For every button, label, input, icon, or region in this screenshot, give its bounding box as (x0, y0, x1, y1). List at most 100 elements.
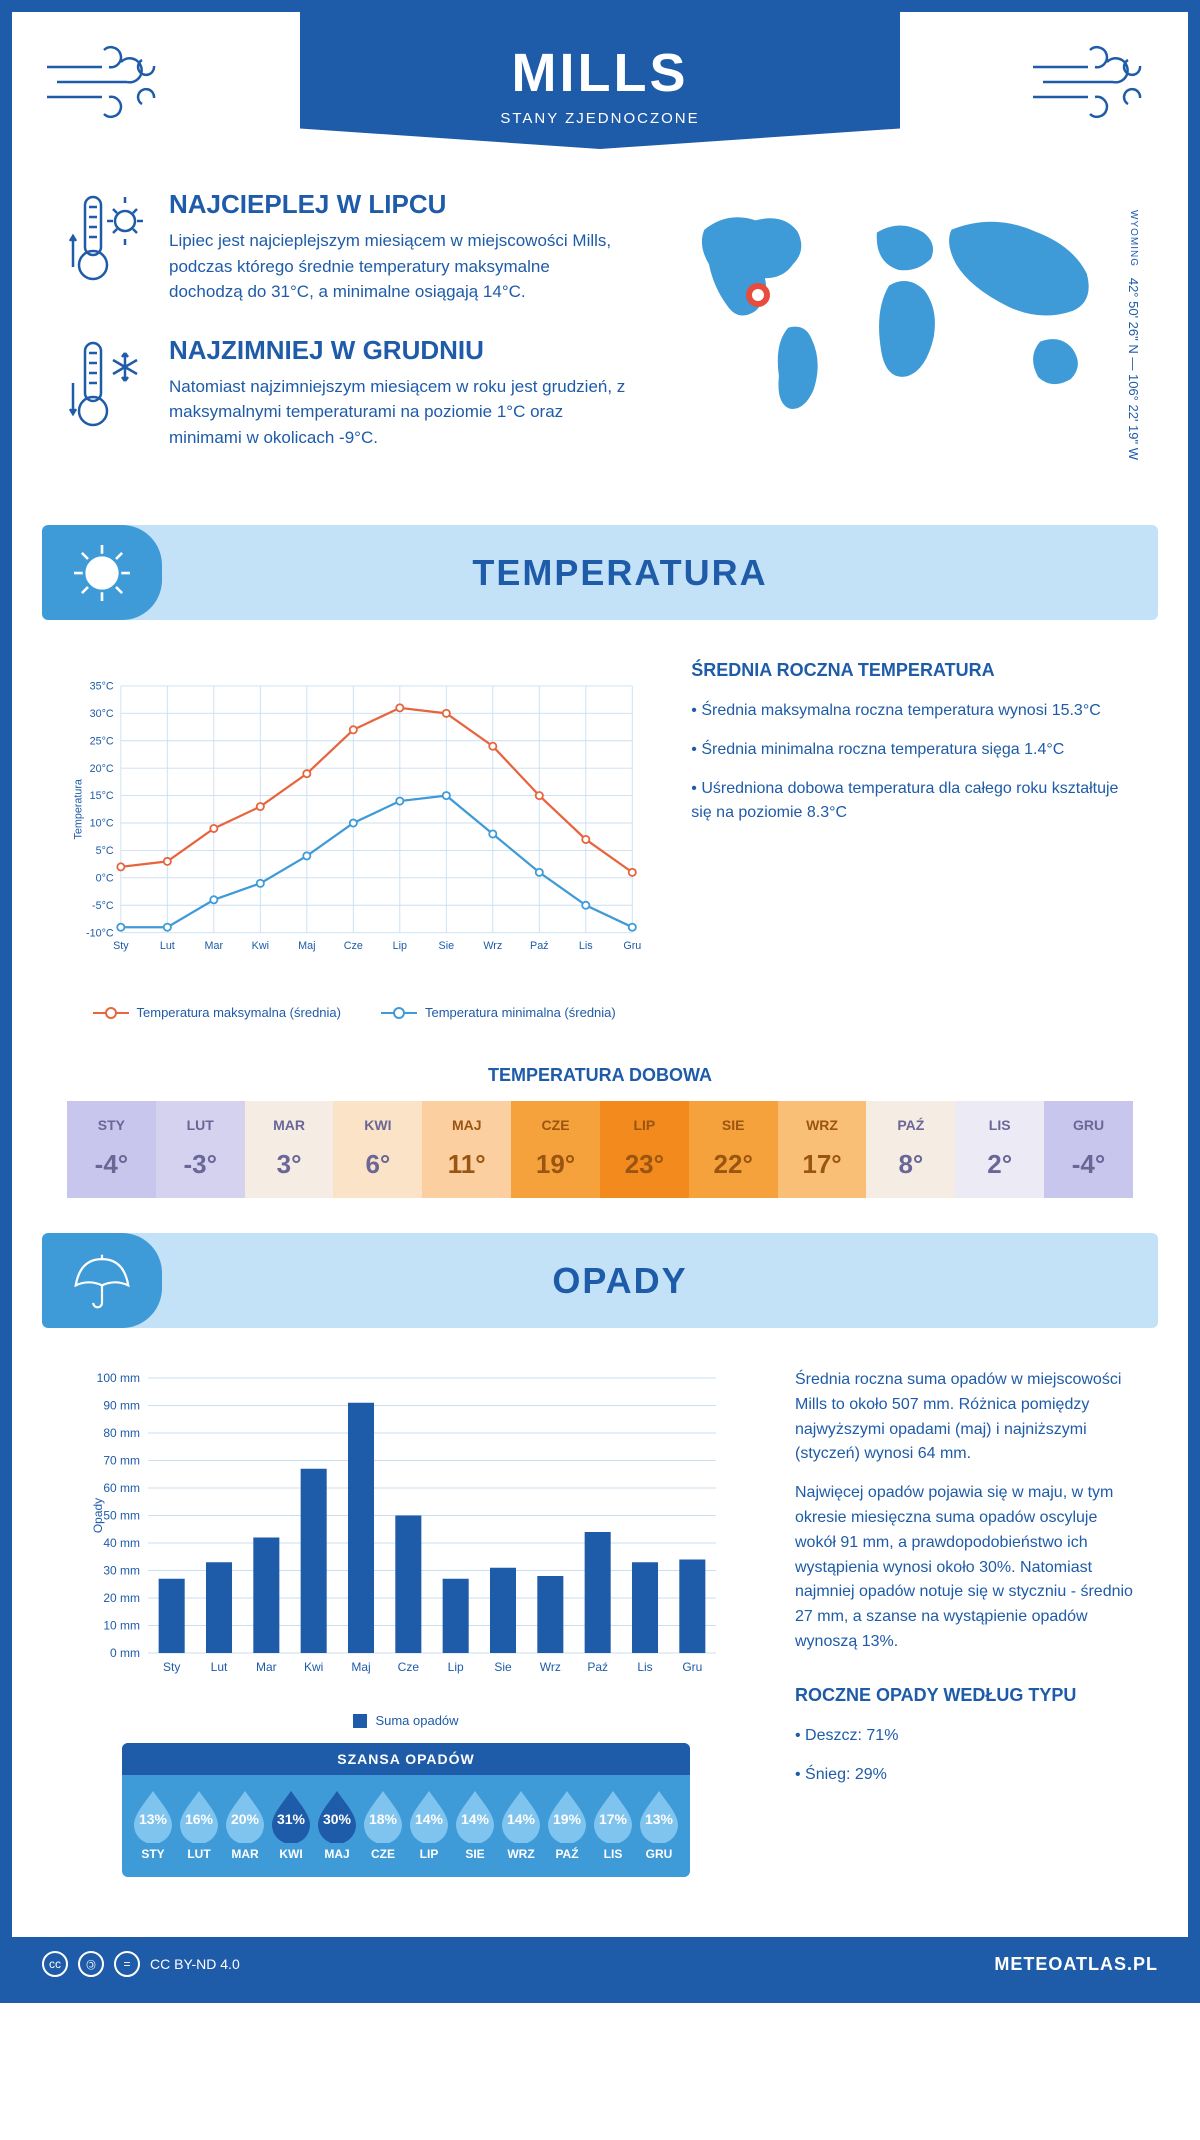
chance-drop-cell: 16%LUT (176, 1787, 222, 1861)
svg-text:Lis: Lis (579, 940, 593, 952)
precipitation-bar-chart: 0 mm 10 mm 20 mm 30 mm 40 mm 50 mm 60 mm 70 mm 8… (67, 1368, 745, 1698)
header-banner: MILLS STANY ZJEDNOCZONE (300, 12, 900, 149)
sun-icon (42, 525, 162, 620)
svg-text:60 mm: 60 mm (103, 1481, 140, 1495)
svg-text:Cze: Cze (398, 1660, 420, 1674)
nd-icon: = (114, 1951, 140, 1977)
precip-type-heading: ROCZNE OPADY WEDŁUG TYPU (795, 1685, 1133, 1706)
svg-text:15°C: 15°C (90, 790, 114, 802)
precip-paragraph: Średnia roczna suma opadów w miejscowośc… (795, 1368, 1133, 1467)
thermometer-cold-icon (67, 335, 147, 435)
chance-drop-cell: 17%LIS (590, 1787, 636, 1861)
svg-text:90 mm: 90 mm (103, 1399, 140, 1413)
temp-month-cell: LIS2° (955, 1101, 1044, 1198)
temp-summary-heading: ŚREDNIA ROCZNA TEMPERATURA (691, 660, 1133, 681)
legend-item: Temperatura minimalna (średnia) (381, 1005, 616, 1020)
fact-cold-title: NAJZIMNIEJ W GRUDNIU (169, 335, 627, 366)
svg-text:100 mm: 100 mm (97, 1371, 140, 1385)
chance-drop-cell: 18%CZE (360, 1787, 406, 1861)
svg-text:70 mm: 70 mm (103, 1454, 140, 1468)
svg-text:20°C: 20°C (90, 763, 114, 775)
svg-text:0°C: 0°C (96, 872, 114, 884)
daily-temp-title: TEMPERATURA DOBOWA (12, 1065, 1188, 1086)
svg-text:Paź: Paź (587, 1660, 608, 1674)
chance-drop-cell: 14%WRZ (498, 1787, 544, 1861)
chance-drop-cell: 13%STY (130, 1787, 176, 1861)
precipitation-chart-legend: Suma opadów (67, 1713, 745, 1728)
chance-drop-cell: 14%LIP (406, 1787, 452, 1861)
svg-text:Lip: Lip (393, 940, 407, 952)
svg-text:10 mm: 10 mm (103, 1619, 140, 1633)
fact-coldest: NAJZIMNIEJ W GRUDNIU Natomiast najzimnie… (67, 335, 627, 451)
svg-text:80 mm: 80 mm (103, 1426, 140, 1440)
svg-text:Kwi: Kwi (304, 1660, 323, 1674)
temp-month-cell: LUT-3° (156, 1101, 245, 1198)
svg-text:Opady: Opady (91, 1498, 105, 1533)
wind-decoration-icon (1023, 32, 1163, 132)
svg-text:Lut: Lut (211, 1660, 228, 1674)
precipitation-chance-panel: SZANSA OPADÓW 13%STY16%LUT20%MAR31%KWI30… (122, 1743, 690, 1877)
chance-drop-cell: 19%PAŹ (544, 1787, 590, 1861)
chance-drop-cell: 13%GRU (636, 1787, 682, 1861)
thermometer-hot-icon (67, 189, 147, 289)
temp-month-cell: STY-4° (67, 1101, 156, 1198)
daily-temperature-strip: STY-4°LUT-3°MAR3°KWI6°MAJ11°CZE19°LIP23°… (67, 1101, 1133, 1198)
svg-text:Temperatura: Temperatura (72, 779, 84, 839)
svg-text:Sie: Sie (439, 940, 455, 952)
svg-text:-10°C: -10°C (86, 927, 114, 939)
chance-drop-cell: 31%KWI (268, 1787, 314, 1861)
chance-drop-cell: 20%MAR (222, 1787, 268, 1861)
world-map (667, 189, 1133, 429)
section-temperature-header: TEMPERATURA (42, 525, 1158, 620)
temp-month-cell: SIE22° (689, 1101, 778, 1198)
svg-text:Mar: Mar (205, 940, 224, 952)
site-brand: METEOATLAS.PL (994, 1954, 1158, 1975)
svg-text:35°C: 35°C (90, 681, 114, 693)
temp-month-cell: PAŹ8° (866, 1101, 955, 1198)
summary-item: • Średnia minimalna roczna temperatura s… (691, 738, 1133, 763)
svg-text:Lut: Lut (160, 940, 175, 952)
map-marker-icon (746, 283, 770, 307)
svg-text:Sty: Sty (113, 940, 129, 952)
svg-text:Kwi: Kwi (252, 940, 269, 952)
section-precipitation-header: OPADY (42, 1233, 1158, 1328)
temperature-line-chart: -10°C-5°C0°C5°C10°C15°C20°C25°C30°C35°CS… (67, 660, 641, 990)
temp-month-cell: WRZ17° (778, 1101, 867, 1198)
precip-type-item: • Deszcz: 71% (795, 1724, 1133, 1749)
section-title: OPADY (162, 1260, 1158, 1302)
svg-text:Maj: Maj (351, 1660, 370, 1674)
svg-text:Wrz: Wrz (540, 1660, 561, 1674)
precip-type-item: • Śnieg: 29% (795, 1763, 1133, 1788)
svg-text:30 mm: 30 mm (103, 1564, 140, 1578)
temp-month-cell: MAJ11° (422, 1101, 511, 1198)
license-text: CC BY-ND 4.0 (150, 1956, 240, 1972)
svg-text:-5°C: -5°C (92, 900, 114, 912)
svg-text:Maj: Maj (298, 940, 315, 952)
section-title: TEMPERATURA (162, 552, 1158, 594)
fact-hottest: NAJCIEPLEJ W LIPCU Lipiec jest najcieple… (67, 189, 627, 305)
temp-month-cell: LIP23° (600, 1101, 689, 1198)
temperature-chart-legend: Temperatura maksymalna (średnia) Temperat… (67, 1005, 641, 1020)
svg-text:Cze: Cze (344, 940, 363, 952)
temp-month-cell: MAR3° (245, 1101, 334, 1198)
svg-text:40 mm: 40 mm (103, 1536, 140, 1550)
temp-month-cell: CZE19° (511, 1101, 600, 1198)
chance-drop-cell: 30%MAJ (314, 1787, 360, 1861)
temp-month-cell: GRU-4° (1044, 1101, 1133, 1198)
svg-text:Mar: Mar (256, 1660, 277, 1674)
svg-text:0 mm: 0 mm (110, 1646, 140, 1660)
svg-text:Sie: Sie (494, 1660, 512, 1674)
svg-text:50 mm: 50 mm (103, 1509, 140, 1523)
fact-hot-text: Lipiec jest najcieplejszym miesiącem w m… (169, 228, 627, 305)
svg-text:Wrz: Wrz (483, 940, 502, 952)
temp-month-cell: KWI6° (333, 1101, 422, 1198)
city-title: MILLS (320, 42, 880, 104)
legend-item: Temperatura maksymalna (średnia) (93, 1005, 341, 1020)
chance-title: SZANSA OPADÓW (122, 1743, 690, 1775)
svg-text:25°C: 25°C (90, 735, 114, 747)
by-icon: 🄯 (78, 1951, 104, 1977)
svg-text:20 mm: 20 mm (103, 1591, 140, 1605)
fact-cold-text: Natomiast najzimniejszym miesiącem w rok… (169, 374, 627, 451)
precip-paragraph: Najwięcej opadów pojawia się w maju, w t… (795, 1481, 1133, 1655)
svg-text:Sty: Sty (163, 1660, 180, 1674)
